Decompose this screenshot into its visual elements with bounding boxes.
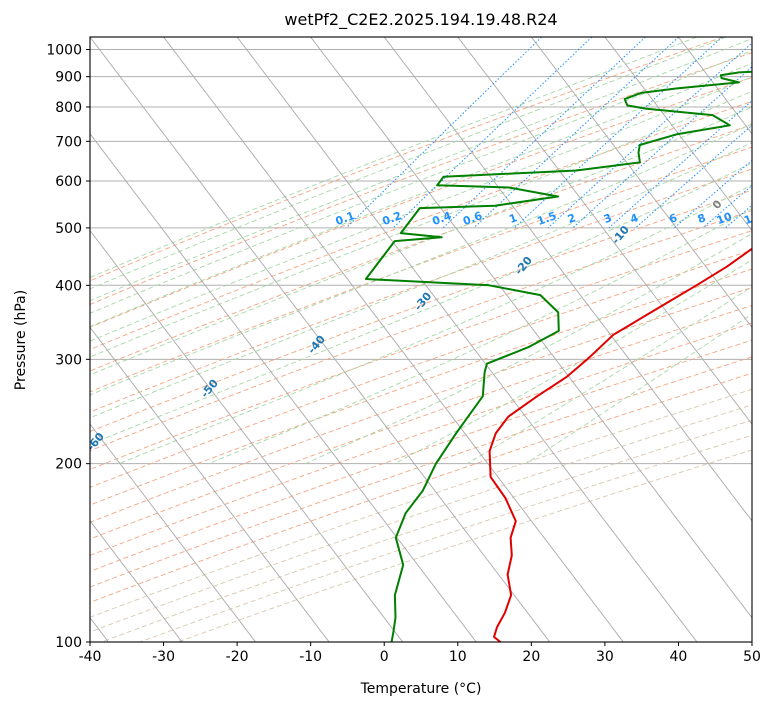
isotherm-line	[90, 37, 551, 642]
moist-adiabat-line	[90, 123, 752, 396]
moist-adiabat-line	[305, 233, 752, 465]
y-tick-label: 600	[55, 174, 82, 190]
y-tick-label: 100	[55, 635, 82, 651]
moist-adiabat-line	[466, 286, 752, 465]
pressure-gridlines	[90, 49, 752, 642]
moist-adiabat-line	[90, 90, 752, 358]
isotherm-line	[604, 37, 752, 232]
mixing-ratio-line	[392, 37, 593, 229]
isotherm-line	[90, 229, 404, 642]
x-tick-label: -10	[299, 649, 322, 665]
mixing-ratio-line	[547, 42, 752, 229]
mixing-ratio-line	[635, 124, 752, 229]
isotherm-line	[310, 37, 752, 619]
moist-adiabat-line	[90, 37, 698, 278]
mixing-ratio-label: 10	[715, 210, 734, 228]
y-tick-label: 700	[55, 134, 82, 150]
profile-lines	[364, 70, 752, 642]
x-tick-label: -40	[79, 649, 102, 665]
moist-adiabat-line	[90, 37, 727, 290]
x-axis-title: Temperature (°C)	[360, 681, 482, 697]
mixing-ratio-label: 8	[696, 211, 708, 226]
isotherm-line	[90, 520, 183, 642]
mixing-ratio-line	[514, 37, 723, 229]
isotherm-line	[90, 326, 330, 642]
isotherm-line	[236, 37, 698, 642]
plot-frame	[89, 36, 753, 643]
dry-adiabat-line	[90, 146, 752, 393]
moist-adiabat-line	[208, 208, 752, 465]
moist-adiabat-line	[90, 106, 752, 376]
x-tick-label: -30	[152, 649, 175, 665]
x-tick-label: 0	[380, 649, 389, 665]
isotherm-line	[530, 37, 752, 329]
mixing-ratio-label: 13	[742, 210, 761, 227]
mixing-ratio-label: 0.4	[430, 209, 453, 228]
dry-adiabat-line	[90, 388, 752, 618]
y-tick-label: 200	[55, 457, 82, 473]
y-tick-label: 400	[55, 278, 82, 294]
moist-adiabat-line	[90, 50, 752, 314]
chart-title: wetPf2_C2E2.2025.194.19.48.R24	[284, 10, 557, 30]
mixing-ratio-label: 1.5	[535, 209, 558, 228]
mixing-ratio-line	[572, 66, 752, 229]
mixing-ratio-label: 4	[628, 211, 640, 226]
dry-adiabat-line	[90, 210, 752, 452]
mixing-ratio-label: 1	[507, 211, 519, 226]
y-axis-title: Pressure (hPa)	[13, 290, 29, 390]
dry-adiabat-line	[90, 52, 752, 305]
moist-adiabat-line	[525, 313, 752, 465]
x-tick-label: 40	[670, 649, 688, 665]
x-axis-ticks: -40 -30 -20 -10 0 10 20 30 40 50	[79, 642, 761, 665]
mixing-ratio-label: 2	[566, 211, 578, 226]
y-tick-label: 800	[55, 100, 82, 116]
mixing-ratio-label: 6	[667, 211, 679, 226]
isotherm-line	[90, 423, 256, 642]
mixing-ratio-label: 3	[602, 211, 614, 226]
y-tick-label: 1000	[46, 43, 82, 59]
moist-adiabat-line	[118, 184, 752, 465]
y-tick-label: 300	[55, 352, 82, 368]
mixing-ratio-label: 0.2	[381, 209, 404, 228]
dewpoint-profile-line	[364, 70, 752, 642]
temperature-profile-line	[488, 247, 752, 642]
mixing-ratio-labels: 0.10.20.40.611.52346810131620253036	[334, 209, 761, 228]
isotherms	[90, 37, 752, 642]
x-tick-label: 20	[522, 649, 540, 665]
isotherm-line	[383, 37, 752, 522]
moist-adiabat-line	[90, 142, 752, 419]
isotherm-line	[90, 133, 477, 642]
x-tick-label: 10	[449, 649, 467, 665]
dry-adiabat-line	[90, 189, 752, 433]
y-tick-label: 500	[55, 221, 82, 237]
isotherm-line	[457, 37, 752, 425]
dry-adiabat-line	[90, 230, 752, 470]
dry-adiabat-line	[90, 124, 752, 372]
mixing-ratio-label: 0.6	[461, 209, 484, 228]
y-tick-label: 900	[55, 70, 82, 86]
mixing-ratio-label: 0.1	[334, 209, 357, 228]
y-axis-ticks: 100 200 300 400 500 600 700 800 900 1000	[46, 43, 90, 651]
x-tick-label: -20	[226, 649, 249, 665]
isotherm-line	[163, 37, 624, 642]
dry-adiabat-line	[90, 168, 752, 413]
mixing-ratio-line	[345, 37, 542, 229]
x-tick-label: 50	[743, 649, 761, 665]
dry-adiabat-line	[90, 37, 724, 282]
mixing-ratio-lines	[345, 37, 752, 229]
x-tick-label: 30	[596, 649, 614, 665]
